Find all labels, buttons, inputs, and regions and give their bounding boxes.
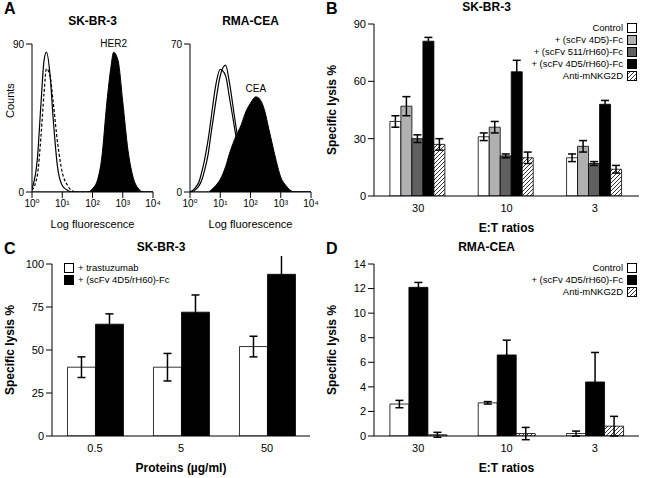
svg-text:10: 10	[500, 202, 512, 214]
svg-text:10²: 10²	[85, 198, 100, 209]
svg-text:10: 10	[500, 442, 512, 454]
html-text:+ trastuzumab: + trastuzumab	[78, 262, 139, 273]
svg-text:75: 75	[32, 301, 44, 313]
svg-text:10¹: 10¹	[213, 198, 228, 209]
svg-text:30: 30	[354, 133, 366, 145]
svg-text:0: 0	[176, 187, 182, 198]
svg-text:0: 0	[360, 430, 366, 442]
html-text:+ (scFv 511/rH60)-Fc: + (scFv 511/rH60)-Fc	[533, 46, 623, 57]
svg-text:Proteins (µg/ml): Proteins (µg/ml)	[136, 461, 227, 475]
svg-text:Log fluorescence: Log fluorescence	[209, 218, 293, 230]
svg-text:Specific lysis %: Specific lysis %	[8, 305, 17, 395]
svg-text:90: 90	[13, 39, 25, 50]
html-text:RMA-CEA: RMA-CEA	[458, 240, 515, 254]
svg-text:100: 100	[26, 258, 44, 270]
svg-text:5: 5	[178, 442, 184, 454]
svg-text:30: 30	[412, 442, 424, 454]
svg-text:E:T ratios: E:T ratios	[479, 461, 535, 475]
svg-text:0: 0	[38, 430, 44, 442]
html-text:SK-BR-3: SK-BR-3	[68, 14, 117, 28]
svg-text:10⁰: 10⁰	[24, 198, 39, 209]
svg-text:0: 0	[360, 190, 366, 202]
svg-text:3: 3	[592, 202, 598, 214]
html-text:+ (scFv 4D5/rH60)-Fc: + (scFv 4D5/rH60)-Fc	[78, 274, 170, 285]
svg-text:70: 70	[171, 39, 183, 50]
svg-text:E:T ratios: E:T ratios	[479, 221, 535, 235]
svg-text:12: 12	[354, 282, 366, 294]
svg-text:3: 3	[592, 442, 598, 454]
svg-text:14: 14	[354, 258, 366, 270]
svg-text:Specific lysis %: Specific lysis %	[325, 305, 339, 395]
svg-text:0: 0	[18, 187, 24, 198]
html-text:SK-BR-3: SK-BR-3	[462, 0, 511, 14]
html-text:SK-BR-3: SK-BR-3	[136, 240, 186, 254]
svg-text:50: 50	[261, 442, 273, 454]
html-text:B: B	[326, 0, 338, 17]
html-text:C: C	[4, 240, 16, 257]
svg-text:6: 6	[360, 356, 366, 368]
svg-text:10: 10	[354, 307, 366, 319]
svg-text:CEA: CEA	[246, 83, 267, 94]
html-text:D: D	[326, 240, 338, 257]
svg-text:2: 2	[360, 405, 366, 417]
svg-text:90: 90	[354, 18, 366, 30]
svg-text:50: 50	[32, 344, 44, 356]
html-text:Control: Control	[592, 22, 623, 33]
html-text:+ (scFv 4D5/rH60)-Fc: + (scFv 4D5/rH60)-Fc	[531, 58, 623, 69]
svg-text:10⁴: 10⁴	[303, 198, 318, 209]
svg-text:30: 30	[412, 202, 424, 214]
html-text:RMA-CEA: RMA-CEA	[222, 14, 279, 28]
svg-text:60: 60	[354, 75, 366, 87]
svg-text:0.5: 0.5	[87, 442, 102, 454]
html-text:Anti-mNKG2D: Anti-mNKG2D	[562, 70, 623, 81]
svg-text:10⁰: 10⁰	[182, 198, 197, 209]
svg-text:Counts: Counts	[8, 83, 16, 118]
html-text:+ (scFv 4D5/rH60)-Fc: + (scFv 4D5/rH60)-Fc	[531, 274, 623, 285]
html-text:Anti-mNKG2D: Anti-mNKG2D	[562, 286, 623, 297]
svg-text:Specific lysis %: Specific lysis %	[325, 65, 339, 155]
svg-text:25: 25	[32, 387, 44, 399]
svg-text:10³: 10³	[274, 198, 289, 209]
svg-text:HER2: HER2	[100, 38, 127, 49]
svg-text:4: 4	[360, 381, 366, 393]
svg-text:10³: 10³	[116, 198, 131, 209]
html-text:A: A	[4, 0, 16, 17]
svg-text:8: 8	[360, 332, 366, 344]
html-text:+ (scFv 4D5)-Fc: + (scFv 4D5)-Fc	[554, 34, 623, 45]
html-text:Control: Control	[592, 262, 623, 273]
svg-text:10¹: 10¹	[55, 198, 70, 209]
svg-text:Log fluorescence: Log fluorescence	[51, 218, 135, 230]
svg-text:10⁴: 10⁴	[145, 198, 160, 209]
svg-text:10²: 10²	[243, 198, 258, 209]
